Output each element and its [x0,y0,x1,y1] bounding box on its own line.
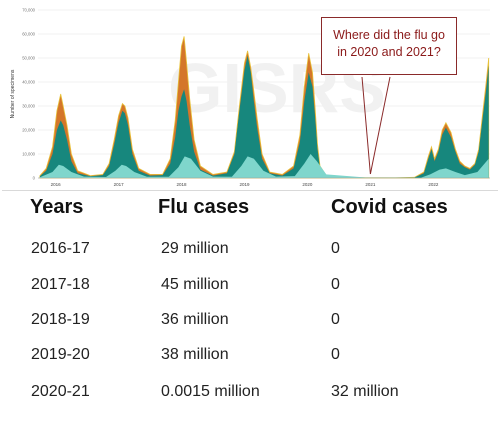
table-row-2-flu: 45 million [161,276,229,293]
table-row-1-flu: 29 million [161,240,229,257]
series-teal-area [39,55,489,178]
table-row-5-year: 2020-21 [31,383,90,400]
y-tick-label: 70,000 [22,8,35,13]
x-tick-label: 2019 [239,182,250,187]
table-row-2-year: 2017-18 [31,276,90,293]
table-row-4-covid: 0 [331,346,340,363]
callout-pointer [369,76,391,175]
table-row-3-covid: 0 [331,311,340,328]
table-row-5-flu: 0.0015 million [161,383,260,400]
y-axis-label: Number of specimens [10,69,16,118]
x-tick-label: 2016 [51,182,62,187]
callout-line-2: in 2020 and 2021? [337,45,441,59]
x-tick-label: 2022 [428,182,439,187]
callout-pointer [361,76,371,175]
table-row-4-year: 2019-20 [31,346,90,363]
table-row-4-flu: 38 million [161,346,229,363]
y-tick-label: 30,000 [22,104,35,109]
y-tick-label: 10,000 [22,152,35,157]
table-row-5-covid: 32 million [331,383,399,400]
x-tick-label: 2020 [302,182,313,187]
table-row-2-covid: 0 [331,276,340,293]
x-tick-label: 2018 [177,182,188,187]
header-flu-cases: Flu cases [158,196,250,218]
y-tick-label: 20,000 [22,128,35,133]
header-covid-cases: Covid cases [331,196,448,218]
table-row-3-flu: 36 million [161,311,229,328]
x-tick-label: 2021 [365,182,376,187]
table-row-1-year: 2016-17 [31,240,90,257]
x-tick-label: 2017 [114,182,125,187]
y-tick-label: 0 [33,176,36,181]
callout-box: Where did the flu go in 2020 and 2021? [321,17,457,75]
callout-line-1: Where did the flu go [333,28,445,42]
table-row-3-year: 2018-19 [31,311,90,328]
y-tick-label: 50,000 [22,56,35,61]
header-years: Years [30,196,84,218]
table-row-1-covid: 0 [331,240,340,257]
y-tick-label: 60,000 [22,32,35,37]
cases-table: Years Flu cases Covid cases 2016-17 29 m… [0,190,500,431]
y-tick-label: 40,000 [22,80,35,85]
series-light-area [39,154,489,178]
